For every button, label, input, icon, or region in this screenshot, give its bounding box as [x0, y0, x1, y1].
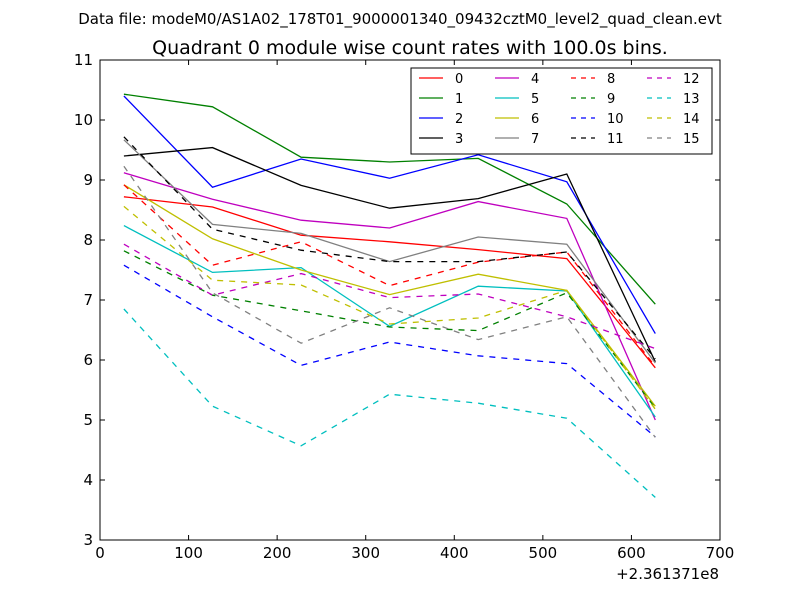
x-tick-label: 100	[174, 544, 203, 562]
legend-label-13: 13	[683, 92, 700, 107]
y-tick-label: 3	[83, 531, 93, 549]
legend-label-0: 0	[455, 72, 463, 87]
y-tick-label: 5	[83, 411, 93, 429]
chart-suptitle: Data file: modeM0/AS1A02_178T01_90000013…	[78, 10, 722, 29]
y-tick-label: 11	[74, 51, 93, 69]
x-tick-label: 600	[617, 544, 646, 562]
x-tick-label: 300	[351, 544, 380, 562]
x-tick-label: 500	[529, 544, 558, 562]
legend-label-1: 1	[455, 92, 463, 107]
series-line-0	[123, 196, 656, 369]
legend-box	[410, 67, 713, 155]
y-tick-label: 6	[83, 351, 93, 369]
series-line-10	[123, 264, 656, 438]
legend-label-12: 12	[683, 72, 700, 87]
x-tick-label: 0	[95, 544, 105, 562]
series-line-15	[123, 165, 656, 438]
legend-label-14: 14	[683, 112, 700, 127]
series-line-5	[123, 225, 656, 418]
legend-label-8: 8	[607, 72, 615, 87]
x-tick-label: 700	[706, 544, 735, 562]
series-line-1	[123, 93, 656, 305]
series-line-2	[123, 95, 656, 334]
plot-area: 0 100 200 300 400 500 600 700345678910110123456…	[74, 51, 734, 562]
legend-label-10: 10	[607, 112, 624, 127]
legend-label-5: 5	[531, 92, 539, 107]
x-tick-label: 200	[263, 544, 292, 562]
series-line-14	[123, 205, 656, 410]
y-tick-label: 9	[83, 171, 93, 189]
y-tick-label: 10	[74, 111, 93, 129]
series-line-4	[123, 172, 656, 421]
series-line-12	[123, 243, 656, 350]
x-tick-label: 400	[440, 544, 469, 562]
series-line-13	[123, 308, 656, 498]
legend-label-2: 2	[455, 112, 463, 127]
series-line-6	[123, 184, 656, 407]
series-line-9	[123, 250, 656, 409]
legend-label-15: 15	[683, 132, 700, 147]
y-tick-label: 8	[83, 231, 93, 249]
series-line-3	[123, 146, 656, 363]
legend-label-4: 4	[531, 72, 539, 87]
series-line-7	[123, 139, 656, 364]
legend-label-6: 6	[531, 112, 539, 127]
legend-label-7: 7	[531, 132, 539, 147]
series-line-8	[123, 184, 656, 367]
x-axis-offset-label: +2.361371e8	[616, 565, 719, 583]
y-tick-label: 7	[83, 291, 93, 309]
series-line-11	[123, 136, 656, 360]
legend-label-11: 11	[607, 132, 624, 147]
legend-label-3: 3	[455, 132, 463, 147]
chart-title: Quadrant 0 module wise count rates with …	[152, 37, 668, 59]
legend-label-9: 9	[607, 92, 615, 107]
y-tick-label: 4	[83, 471, 93, 489]
